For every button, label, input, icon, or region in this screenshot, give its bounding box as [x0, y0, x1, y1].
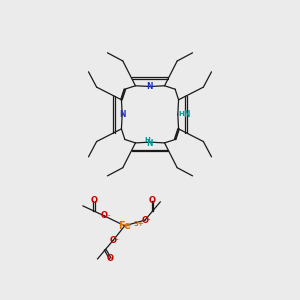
Text: 3+: 3+	[133, 221, 144, 227]
Text: -: -	[148, 216, 150, 222]
Text: O: O	[90, 196, 97, 206]
Text: O: O	[149, 196, 156, 206]
Text: H: H	[145, 137, 151, 143]
Text: H: H	[178, 111, 184, 117]
Text: N: N	[119, 110, 125, 119]
Text: -: -	[116, 236, 118, 242]
Text: O: O	[107, 254, 114, 263]
Text: N: N	[147, 82, 153, 91]
Text: O: O	[109, 236, 116, 245]
Text: O: O	[101, 212, 108, 220]
Text: N: N	[184, 110, 190, 119]
Text: O: O	[141, 216, 148, 225]
Text: Fe: Fe	[118, 221, 131, 231]
Text: -: -	[107, 212, 110, 218]
Text: N: N	[147, 139, 153, 148]
